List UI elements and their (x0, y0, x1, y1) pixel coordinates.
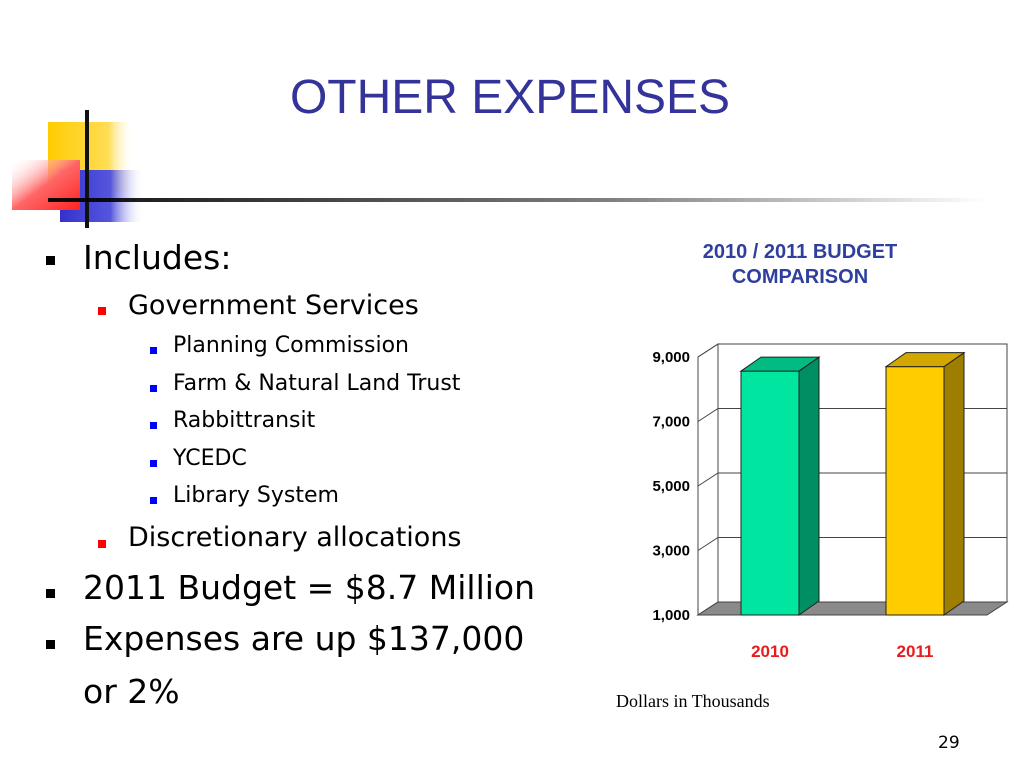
bullet-includes: Includes: (83, 238, 232, 277)
bullet-marker (46, 640, 55, 649)
chart-title-line-2: COMPARISON (731, 266, 869, 288)
bullet-planning-commission: Planning Commission (173, 333, 409, 358)
bullet-marker (46, 256, 55, 265)
y-tick-label: 9,000 (652, 349, 690, 366)
bullet-expenses-up: Expenses are up $137,000 (83, 619, 525, 658)
category-label-2010: 2010 (751, 642, 789, 661)
y-tick-label: 7,000 (652, 414, 690, 431)
horizontal-divider-line (48, 198, 988, 202)
bar-2010 (740, 370, 800, 616)
decorative-corner-graphic (12, 110, 988, 228)
bullet-library-system: Library System (173, 483, 339, 508)
bar-side-2011 (943, 351, 965, 616)
chart-title: 2010 / 2011 BUDGET COMPARISON (640, 240, 960, 290)
bullet-marker (150, 497, 157, 504)
chart-gridline (697, 343, 1007, 358)
y-tick-label: 5,000 (652, 478, 690, 495)
slide-title: OTHER EXPENSES (289, 71, 731, 124)
bullet-marker (150, 460, 157, 467)
bar-side-2010 (798, 356, 820, 616)
budget-bar-chart: 9,000 7,000 5,000 3,000 1,000 2010 2011 (652, 343, 1009, 661)
y-tick-label: 3,000 (652, 543, 690, 560)
bullet-marker (150, 347, 157, 354)
chart-caption: Dollars in Thousands (616, 691, 770, 711)
bullet-expenses-up-continued: or 2% (83, 672, 180, 711)
bullet-government-services: Government Services (128, 290, 419, 321)
bullet-rabbittransit: Rabbittransit (173, 408, 316, 433)
bar-2011 (885, 366, 945, 616)
category-label-2011: 2011 (897, 642, 934, 661)
bullet-ycedc: YCEDC (173, 446, 247, 471)
bar-top-2011 (884, 352, 966, 368)
bullet-farm-land-trust: Farm & Natural Land Trust (173, 371, 461, 396)
bullet-marker (98, 307, 106, 315)
bullet-marker (98, 540, 106, 548)
y-tick-label: 1,000 (652, 607, 690, 624)
bar-top-2010 (739, 356, 821, 372)
vertical-accent-line (85, 110, 89, 228)
page-number: 29 (938, 733, 960, 753)
bullet-list: Includes: Government Services Planning C… (46, 238, 536, 711)
bullet-marker (150, 422, 157, 429)
bullet-discretionary-allocations: Discretionary allocations (128, 522, 462, 553)
bullet-marker (46, 589, 55, 598)
bullet-marker (150, 385, 157, 392)
bullet-2011-budget: 2011 Budget = $8.7 Million (83, 568, 536, 607)
chart-title-line-1: 2010 / 2011 BUDGET (702, 241, 898, 263)
